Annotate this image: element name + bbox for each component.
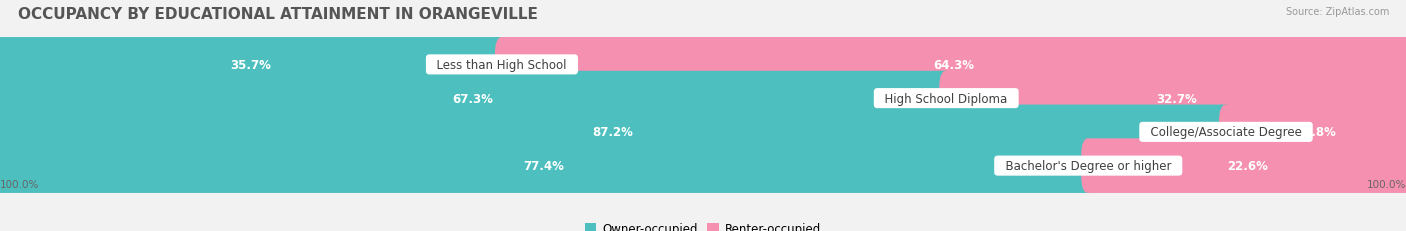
FancyBboxPatch shape: [939, 71, 1406, 126]
Text: 100.0%: 100.0%: [1367, 179, 1406, 189]
Text: 87.2%: 87.2%: [592, 126, 634, 139]
Text: 22.6%: 22.6%: [1226, 159, 1268, 172]
Text: 32.7%: 32.7%: [1156, 92, 1197, 105]
Text: Source: ZipAtlas.com: Source: ZipAtlas.com: [1285, 7, 1389, 17]
FancyBboxPatch shape: [0, 139, 1095, 193]
Text: 12.8%: 12.8%: [1295, 126, 1337, 139]
Text: 64.3%: 64.3%: [934, 59, 974, 72]
FancyBboxPatch shape: [0, 105, 1233, 160]
Text: Less than High School: Less than High School: [429, 59, 575, 72]
Text: OCCUPANCY BY EDUCATIONAL ATTAINMENT IN ORANGEVILLE: OCCUPANCY BY EDUCATIONAL ATTAINMENT IN O…: [18, 7, 538, 22]
Text: College/Associate Degree: College/Associate Degree: [1143, 126, 1309, 139]
FancyBboxPatch shape: [0, 105, 1406, 160]
FancyBboxPatch shape: [0, 38, 509, 92]
FancyBboxPatch shape: [0, 38, 1406, 92]
Text: Bachelor's Degree or higher: Bachelor's Degree or higher: [998, 159, 1178, 172]
FancyBboxPatch shape: [0, 71, 1406, 126]
Text: 100.0%: 100.0%: [0, 179, 39, 189]
Text: 35.7%: 35.7%: [231, 59, 271, 72]
Text: 77.4%: 77.4%: [523, 159, 565, 172]
Legend: Owner-occupied, Renter-occupied: Owner-occupied, Renter-occupied: [579, 217, 827, 231]
FancyBboxPatch shape: [1219, 105, 1406, 160]
FancyBboxPatch shape: [0, 139, 1406, 193]
FancyBboxPatch shape: [495, 38, 1406, 92]
FancyBboxPatch shape: [1081, 139, 1406, 193]
Text: 67.3%: 67.3%: [453, 92, 494, 105]
Text: High School Diploma: High School Diploma: [877, 92, 1015, 105]
FancyBboxPatch shape: [0, 71, 953, 126]
